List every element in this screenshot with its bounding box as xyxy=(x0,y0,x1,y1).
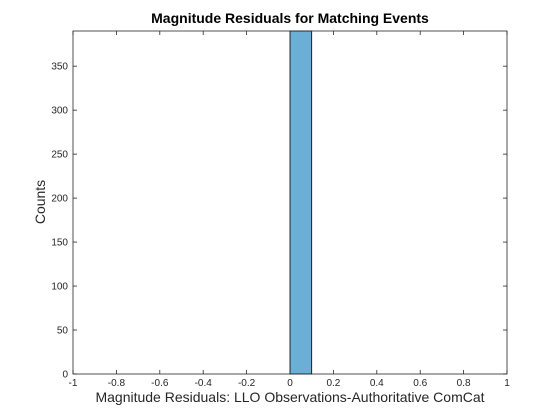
histogram-bar-0 xyxy=(289,30,313,375)
x-axis-ticks: -1 -0.8 -0.6 -0.4 -0.2 0 0.2 0.4 0.6 0.8 1 xyxy=(69,31,510,389)
x-tick-label-3: -0.4 xyxy=(195,378,213,389)
x-tick-label-5: 0 xyxy=(287,378,293,389)
y-tick-label-0: 0 xyxy=(62,370,68,381)
x-tick-label-10: 1 xyxy=(504,378,510,389)
y-tick-label-5: 250 xyxy=(51,150,68,161)
x-tick-label-8: 0.6 xyxy=(413,378,427,389)
x-tick-label-1: -0.8 xyxy=(108,378,126,389)
y-tick-label-2: 100 xyxy=(51,282,68,293)
y-tick-label-1: 50 xyxy=(57,326,69,337)
x-tick-label-6: 0.2 xyxy=(326,378,340,389)
x-tick-label-0: -1 xyxy=(69,378,78,389)
y-axis-ticks: 0 50 100 150 200 250 300 350 xyxy=(51,62,507,381)
x-tick-label-7: 0.4 xyxy=(370,378,384,389)
x-tick-label-2: -0.6 xyxy=(151,378,169,389)
chart-title: Magnitude Residuals for Matching Events xyxy=(151,10,429,26)
y-tick-label-6: 300 xyxy=(51,106,68,117)
y-tick-label-4: 200 xyxy=(51,194,68,205)
y-tick-label-3: 150 xyxy=(51,238,68,249)
y-axis-label: Counts xyxy=(32,180,48,224)
bars-group xyxy=(289,30,313,375)
plot-area: -1 -0.8 -0.6 -0.4 -0.2 0 0.2 0.4 0.6 0.8 1 0 50 100 1… xyxy=(51,30,510,389)
y-tick-label-7: 350 xyxy=(51,62,68,73)
x-tick-label-9: 0.8 xyxy=(457,378,471,389)
x-tick-label-4: -0.2 xyxy=(238,378,256,389)
x-axis-label: Magnitude Residuals: LLO Observations-Au… xyxy=(95,389,484,405)
